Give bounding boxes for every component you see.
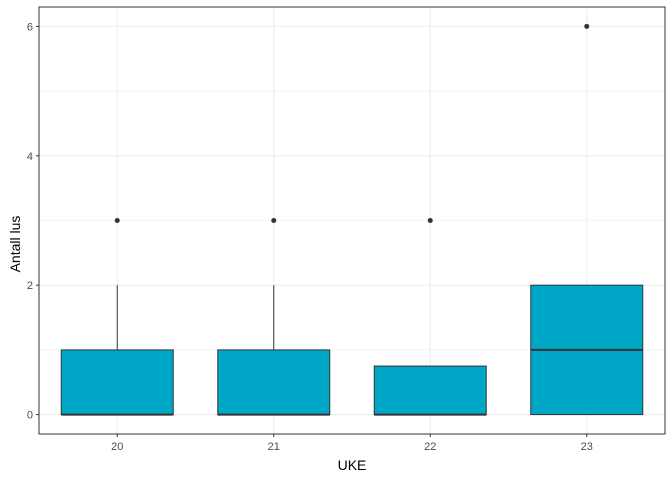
outlier-point	[427, 218, 433, 223]
x-tick-label: 20	[111, 441, 123, 453]
y-tick-label: 0	[27, 410, 33, 422]
y-tick-label: 6	[27, 21, 33, 33]
y-tick-label: 2	[27, 280, 33, 292]
axes: 0 2 4 6 20 21 22 23	[27, 21, 593, 453]
plot-panel-border	[38, 6, 666, 435]
x-axis-title: UKE	[338, 457, 367, 473]
box-body	[373, 365, 487, 416]
y-axis-title: Antall lus	[7, 216, 23, 273]
y-tick-label: 4	[27, 151, 33, 163]
outlier-point	[271, 218, 277, 223]
box-22	[373, 218, 487, 416]
outlier-point	[114, 218, 120, 223]
box-body	[60, 349, 174, 416]
boxes	[60, 23, 644, 416]
x-tick-label: 22	[424, 441, 436, 453]
outlier-point	[584, 23, 590, 29]
x-tick-label: 23	[581, 441, 593, 453]
x-tick-label: 21	[268, 441, 280, 453]
box-20	[60, 218, 174, 416]
box-23	[530, 23, 644, 416]
box-body	[217, 349, 331, 416]
box-21	[217, 218, 331, 416]
